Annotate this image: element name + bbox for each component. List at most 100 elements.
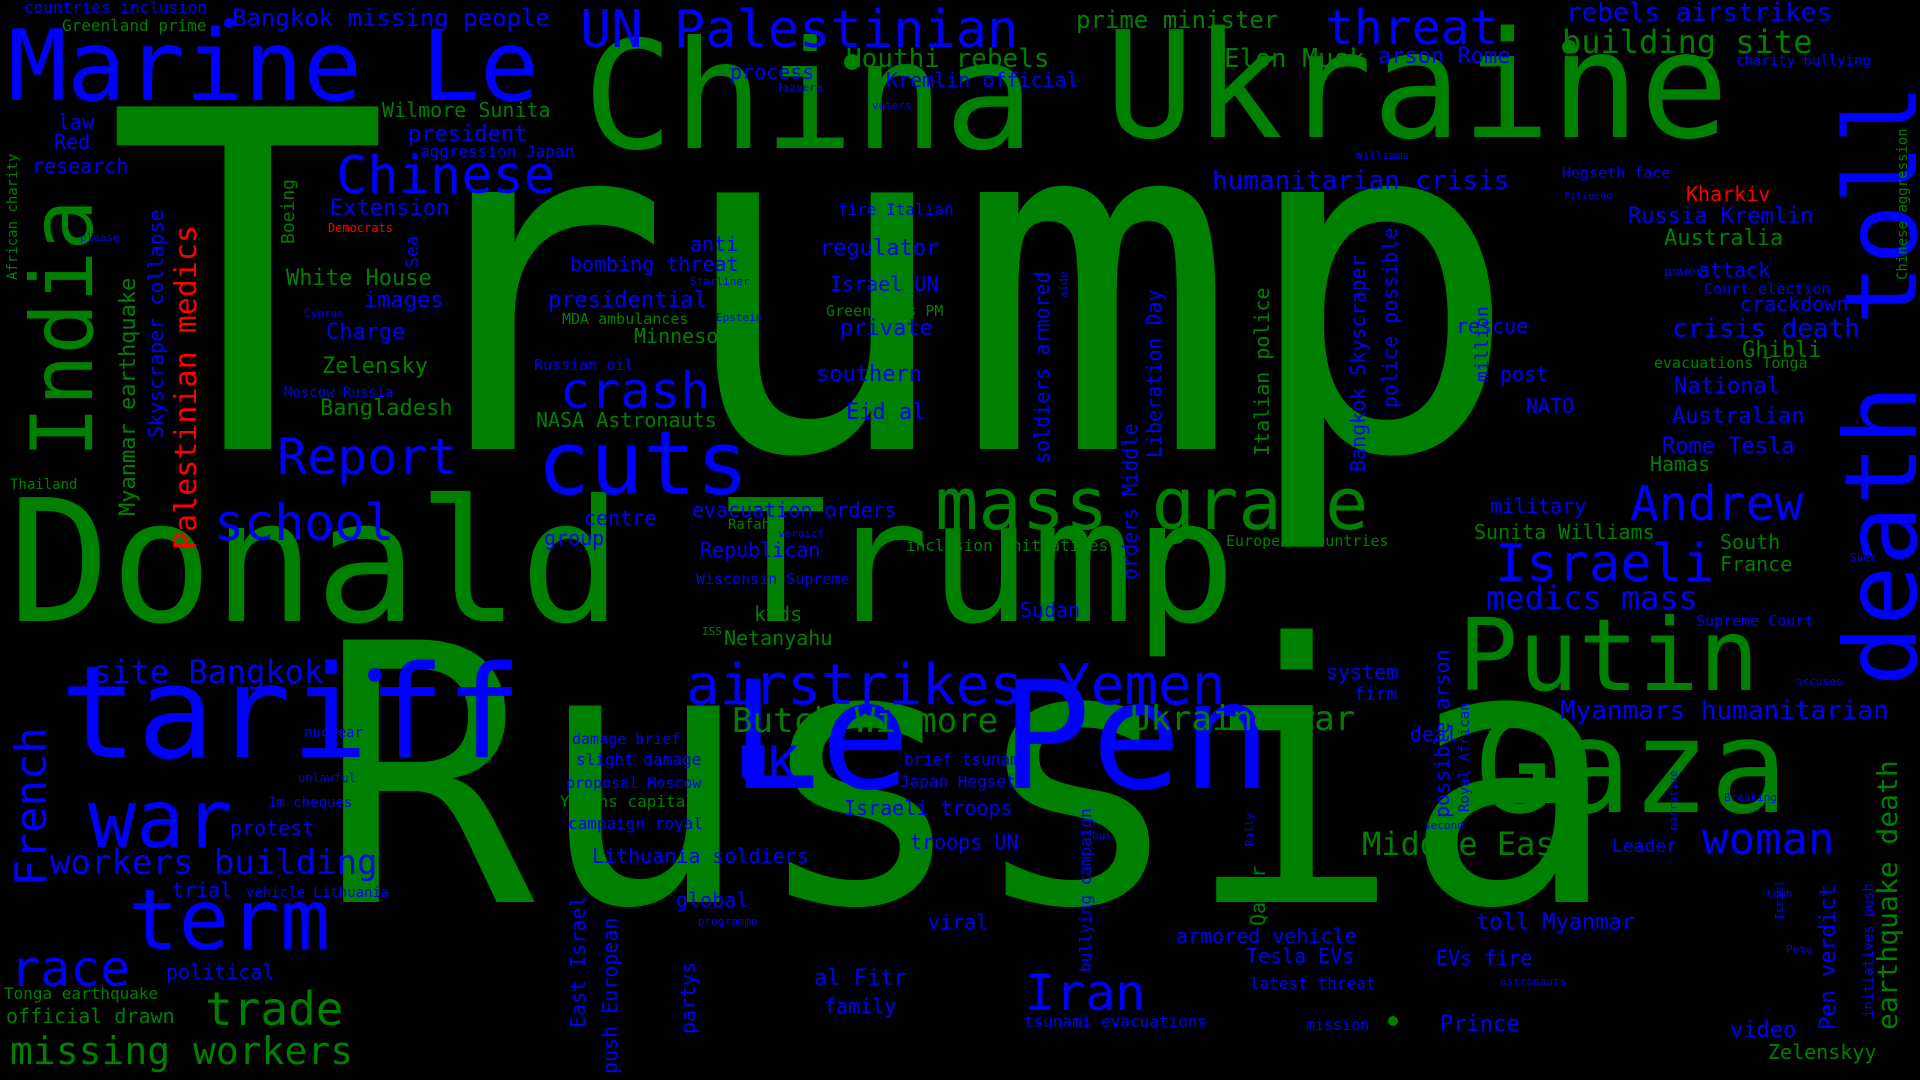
dot — [368, 668, 382, 682]
dot — [844, 54, 860, 70]
word: troops UN — [910, 830, 1019, 854]
word: Andrew — [1630, 476, 1804, 532]
word: Thailand — [10, 477, 78, 493]
word: possible arson — [1430, 649, 1454, 818]
word: humanitarian crisis — [1212, 166, 1510, 196]
word: ISS — [702, 625, 722, 638]
word: Rally — [1243, 812, 1256, 846]
word: mission — [1306, 1016, 1370, 1034]
word: threat — [1325, 0, 1499, 56]
word: southern — [816, 362, 922, 387]
word: Filipino — [1564, 191, 1613, 202]
word: Russia — [318, 568, 1619, 987]
word: trial — [172, 878, 233, 902]
word: programme — [698, 915, 758, 928]
word: NASA Astronauts — [536, 408, 717, 432]
word: Japan Hegseth — [900, 772, 1026, 791]
word: firm — [1354, 684, 1398, 705]
word: damage brief — [572, 730, 681, 748]
word: Liberation Day — [1142, 289, 1166, 458]
word: missing workers — [10, 1029, 354, 1073]
word: Myanmars humanitarian — [1560, 696, 1889, 726]
word: global — [676, 888, 749, 912]
word: Bangladesh — [320, 396, 453, 421]
word: slight damage — [576, 750, 702, 769]
word: Houthi rebels — [846, 44, 1050, 74]
word: East Israel — [566, 895, 590, 1028]
word: armored vehicle — [1176, 924, 1357, 948]
word: Pete — [1786, 943, 1813, 956]
word: France — [1720, 552, 1793, 576]
word: war — [88, 773, 233, 866]
word: please — [80, 231, 120, 244]
word: Russia Kremlin — [1628, 204, 1814, 229]
word: bus — [1092, 829, 1112, 842]
word: China — [583, 10, 1035, 184]
word: Kharkiv — [1686, 182, 1771, 206]
word: Zelensky — [322, 354, 428, 379]
word: Extension — [330, 196, 450, 221]
word: million — [1472, 306, 1493, 382]
word: Rome Tesla — [1662, 434, 1795, 459]
word: process — [730, 60, 815, 84]
word: Republican — [700, 538, 821, 562]
word: Donald Trump — [8, 464, 1237, 662]
word: Supreme Court — [1696, 612, 1814, 630]
word: police possible — [1378, 227, 1402, 408]
word: Israeli troops — [844, 796, 1013, 820]
word: Tonga earthquake — [4, 984, 159, 1003]
word: Wisconsin Supreme — [696, 570, 850, 588]
word: group — [544, 526, 605, 550]
word: Hamas — [1650, 452, 1711, 476]
word: second — [1424, 819, 1464, 832]
word: Sunita Williams — [1474, 520, 1655, 544]
word: power — [1664, 265, 1704, 280]
word: aggression Japan — [420, 142, 575, 161]
word: Yemens capital — [560, 792, 695, 811]
word: latest threat — [1250, 974, 1376, 993]
word: French — [6, 727, 57, 886]
word: Rafah — [728, 517, 771, 533]
word: presidential — [548, 288, 707, 313]
word: race — [10, 940, 131, 998]
word: building site — [1562, 23, 1813, 61]
word: aide — [1057, 271, 1070, 299]
word: Le Pen — [730, 650, 1272, 824]
word: Hegseth face — [1562, 164, 1671, 182]
word: astronauts — [1500, 975, 1567, 988]
word: tariff — [60, 639, 523, 788]
word: Ukraine — [1105, 0, 1729, 172]
word: medics mass — [1486, 579, 1698, 617]
word: Red — [54, 130, 91, 154]
word: Bangkok missing people — [232, 4, 550, 32]
word: Democrats — [328, 221, 394, 235]
word: viral — [928, 910, 989, 934]
word: Leader — [1612, 836, 1678, 857]
word: Pen verdict — [1816, 884, 1841, 1030]
word: Boeing — [278, 178, 299, 244]
word: brief tsunami — [904, 750, 1030, 769]
word: Cyprus — [304, 307, 344, 320]
word: Bangkok Skyscraper — [1346, 255, 1370, 472]
dot — [224, 18, 234, 28]
word: Tesla EVs — [1246, 944, 1355, 968]
word: Lithuania soldiers — [592, 844, 809, 868]
word: EVs fire — [1436, 946, 1533, 970]
word: arson Rome — [1378, 44, 1511, 69]
word: Court election — [1704, 280, 1831, 298]
word: workers building — [50, 843, 378, 883]
word: MDA ambulances — [562, 310, 689, 328]
word: accuses — [1796, 675, 1843, 688]
word: Russian oil — [534, 356, 634, 374]
word: Kremlin official — [886, 68, 1079, 92]
word: official drawn — [6, 1004, 175, 1028]
dot — [1388, 1016, 1398, 1026]
word: centre — [584, 506, 657, 530]
word: partys — [676, 961, 700, 1034]
word: NATO — [1526, 394, 1575, 418]
word: mass grave — [935, 462, 1369, 546]
word: soldiers armored — [1030, 271, 1054, 464]
word: private — [840, 316, 933, 341]
word: Middle East — [1362, 825, 1574, 863]
